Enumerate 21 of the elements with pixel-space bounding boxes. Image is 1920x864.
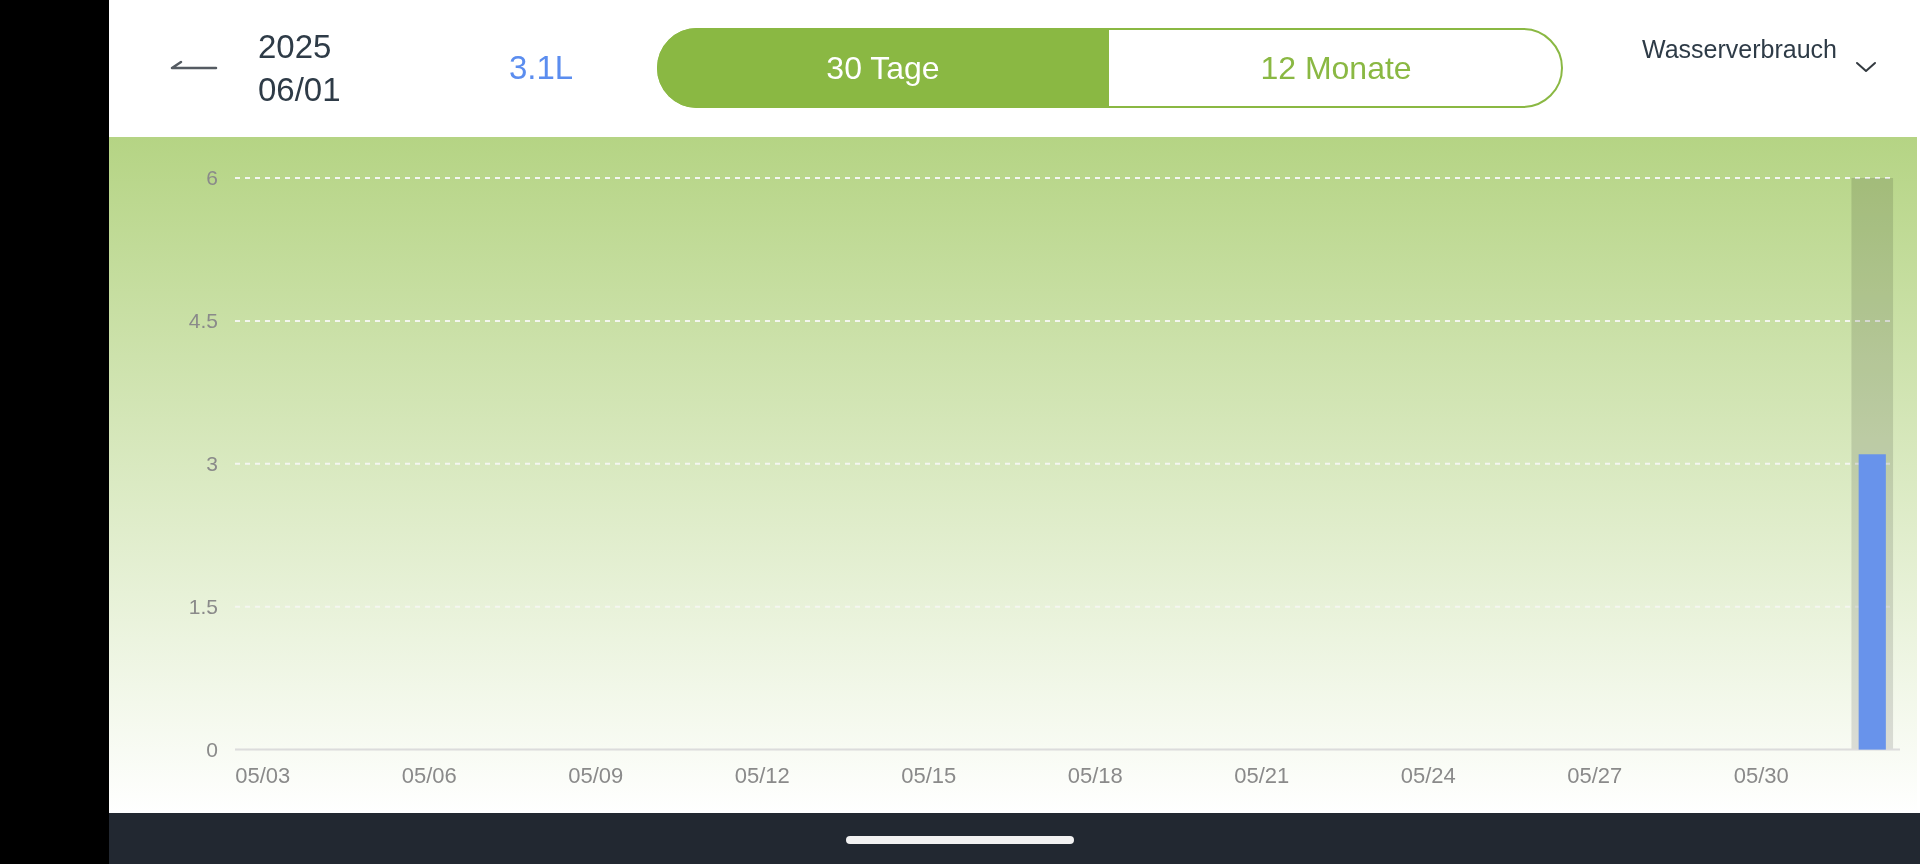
text: 06/01 (258, 71, 341, 108)
x-tick-label: 05/06 (401, 763, 457, 788)
text: 3.1L (508, 49, 574, 86)
x-tick-label: 05/18 (1067, 763, 1123, 788)
text: 30 Tage (826, 50, 940, 86)
y-tick-label: 0 (206, 737, 218, 761)
y-tick-label: 3 (206, 452, 218, 476)
x-tick-label: 05/21 (1234, 763, 1290, 788)
x-tick-label: 05/24 (1400, 763, 1456, 788)
x-tick-label: 05/15 (901, 763, 957, 788)
text: 12 Monate (1260, 50, 1412, 86)
x-tick-label: 05/09 (568, 763, 624, 788)
text: 2025 (258, 28, 332, 65)
y-tick-label: 6 (206, 166, 218, 190)
y-tick-label: 1.5 (188, 595, 218, 619)
x-tick-label: 05/12 (734, 763, 790, 788)
chart-title: Wasserverbrauch (1642, 35, 1837, 63)
x-tick-label: 05/03 (235, 763, 291, 788)
x-tick-label: 05/30 (1733, 763, 1789, 788)
x-tick-label: 05/27 (1567, 763, 1623, 788)
y-tick-label: 4.5 (188, 309, 218, 333)
